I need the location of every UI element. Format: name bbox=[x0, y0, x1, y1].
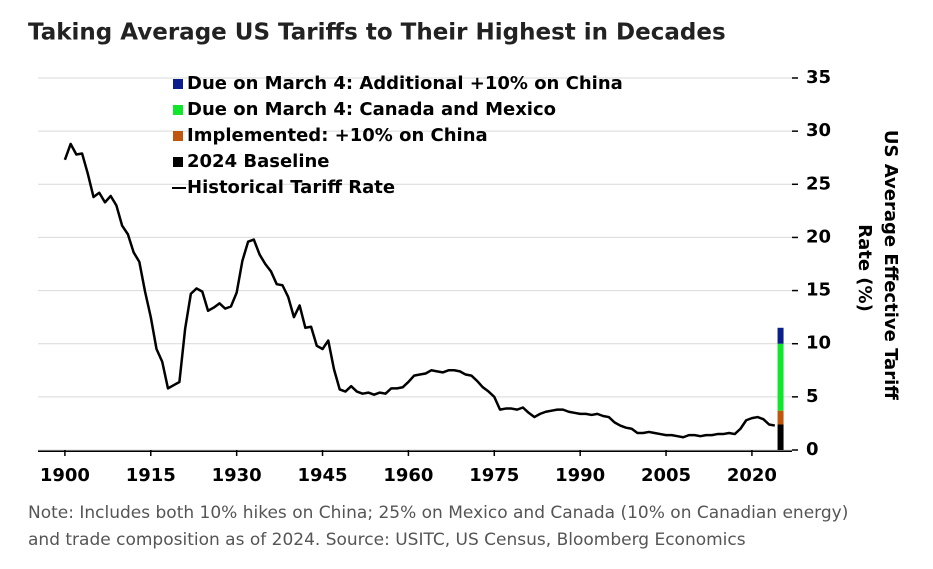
x-tick-label: 1960 bbox=[383, 465, 433, 486]
y-tick-label: 30 bbox=[806, 120, 831, 141]
y-tick-label: 20 bbox=[806, 226, 831, 247]
bar-segment bbox=[777, 327, 784, 344]
y-tick-label: 5 bbox=[806, 386, 819, 407]
bar-segment bbox=[777, 410, 784, 425]
legend-label: Due on March 4: Canada and Mexico bbox=[187, 99, 556, 120]
y-tick-label: 0 bbox=[806, 439, 819, 460]
legend-swatch bbox=[173, 131, 183, 141]
legend-label: 2024 Baseline bbox=[187, 151, 330, 172]
note: Note: Includes both 10% hikes on China; … bbox=[28, 503, 848, 523]
y-tick-label: 15 bbox=[806, 280, 831, 301]
chart-title: Taking Average US Tariffs to Their Highe… bbox=[28, 20, 726, 46]
y-label-line: Rate (%) bbox=[854, 224, 875, 312]
x-tick-label: 1930 bbox=[212, 465, 262, 486]
legend-swatch bbox=[173, 79, 183, 89]
legend-label: Implemented: +10% on China bbox=[187, 125, 488, 146]
y-tick-label: 25 bbox=[806, 173, 831, 194]
legend-swatch bbox=[173, 157, 183, 167]
y-tick-label: 10 bbox=[806, 333, 831, 354]
x-tick-label: 1975 bbox=[469, 465, 519, 486]
x-tick-label: 1915 bbox=[126, 465, 176, 486]
legend-label: Historical Tariff Rate bbox=[187, 177, 395, 198]
x-tick-label: 2020 bbox=[727, 465, 777, 486]
bar-segment bbox=[777, 424, 784, 450]
x-tick-label: 1945 bbox=[297, 465, 347, 486]
line bbox=[63, 142, 776, 439]
y-axis-label: US Average Effective Tariff Rate (%) bbox=[854, 130, 901, 406]
x-tick-label: 2005 bbox=[641, 465, 691, 486]
legend-label: Due on March 4: Additional +10% on China bbox=[187, 73, 623, 94]
y-tick-label: 35 bbox=[806, 67, 831, 88]
note: and trade composition as of 2024. Source… bbox=[28, 530, 746, 550]
y-label-line: US Average Effective Tariff bbox=[880, 130, 901, 400]
x-tick-label: 1900 bbox=[40, 465, 90, 486]
legend-swatch bbox=[173, 105, 183, 115]
x-tick-label: 1990 bbox=[555, 465, 605, 486]
bar-segment bbox=[777, 343, 784, 411]
